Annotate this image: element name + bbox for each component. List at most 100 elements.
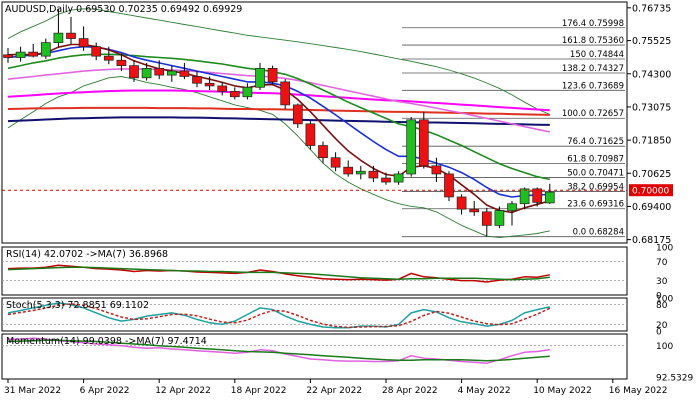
x-tick-label: 4 May 2022 bbox=[458, 386, 511, 396]
y-tick-label: 0.70625 bbox=[632, 169, 671, 180]
moving-average-line bbox=[7, 116, 550, 126]
candle-bearish bbox=[481, 211, 492, 226]
candle-bullish bbox=[507, 203, 517, 211]
candle-bearish bbox=[229, 91, 240, 98]
candle-bearish bbox=[129, 65, 139, 79]
current-price-label: 0.70000 bbox=[632, 187, 669, 197]
x-tick-label: 18 Apr 2022 bbox=[231, 386, 287, 396]
y-tick-label: 0.68175 bbox=[632, 235, 671, 246]
y-tick-label: 0.75525 bbox=[632, 36, 671, 47]
fib-level-label: 123.6 0.73689 bbox=[562, 81, 624, 91]
candle-bearish bbox=[456, 196, 467, 210]
x-tick-label: 31 Mar 2022 bbox=[4, 386, 61, 396]
fib-level-label: 150 0.74844 bbox=[570, 50, 624, 60]
x-tick-label: 6 Apr 2022 bbox=[80, 386, 130, 396]
momentum-panel-series-line bbox=[7, 339, 550, 362]
x-tick-label: 10 May 2022 bbox=[533, 386, 592, 396]
candle-bearish bbox=[305, 123, 316, 146]
rsi-panel-frame bbox=[1, 246, 628, 296]
fib-level-label: 61.8 0.70987 bbox=[567, 154, 624, 164]
momentum-panel: 100 92.5329 Momentum(14) 99.0398 ->MA(7) 9… bbox=[1, 333, 693, 383]
stochastic-panel-y-tick-label: 80 bbox=[656, 301, 668, 311]
candle-bullish bbox=[53, 32, 64, 43]
candle-bullish bbox=[406, 119, 417, 175]
fib-level-label: 0.0 0.68284 bbox=[573, 228, 624, 238]
x-tick-label: 12 Apr 2022 bbox=[155, 386, 211, 396]
rsi-panel-y-tick-label: 0 bbox=[656, 292, 662, 302]
candle-bullish bbox=[355, 170, 366, 175]
candle-bullish bbox=[141, 67, 152, 79]
rsi-panel-title: RSI(14) 42.0702 ->MA(7) 36.8968 bbox=[6, 249, 168, 260]
candle-bearish bbox=[204, 82, 215, 87]
rsi-panel-y-tick-label: 30 bbox=[656, 277, 668, 287]
candle-bearish bbox=[292, 104, 303, 125]
fib-level-label: 50.0 0.70471 bbox=[567, 168, 624, 178]
stochastic-panel-y-tick-label: 100 bbox=[656, 295, 673, 305]
candle-bullish bbox=[15, 51, 26, 58]
candle-bearish bbox=[381, 177, 391, 183]
candle-bearish bbox=[444, 173, 454, 198]
candle-bearish bbox=[343, 166, 354, 175]
y-tick-label: 0.74300 bbox=[632, 69, 671, 80]
candle-bearish bbox=[217, 85, 228, 92]
candle-bullish bbox=[494, 210, 505, 226]
price-panel: 176.4 0.75998 161.8 0.75360 150 0.74844 138… bbox=[1, 1, 673, 246]
momentum-panel-y-tick-label: 100 bbox=[656, 342, 673, 352]
fib-level-label: 176.4 0.75998 bbox=[562, 19, 624, 29]
candle-bearish bbox=[179, 70, 190, 77]
momentum-panel-frame bbox=[1, 333, 628, 380]
candle-bearish bbox=[267, 67, 278, 83]
y-tick-label: 0.73075 bbox=[632, 102, 671, 113]
candle-bearish bbox=[3, 54, 13, 58]
candle-bullish bbox=[544, 191, 555, 204]
y-tick-label: 0.71850 bbox=[632, 136, 671, 147]
candle-bullish bbox=[255, 67, 265, 88]
rsi-panel-series-line bbox=[7, 266, 550, 281]
stochastic-panel-frame bbox=[1, 297, 628, 332]
candle-bearish bbox=[280, 81, 291, 106]
candle-bearish bbox=[330, 157, 341, 168]
candle-bearish bbox=[28, 51, 39, 57]
candle-bullish bbox=[519, 188, 530, 205]
moving-average-line bbox=[7, 89, 550, 112]
candle-bullish bbox=[40, 42, 51, 57]
candle-bearish bbox=[368, 170, 379, 179]
candle-bearish bbox=[469, 208, 480, 213]
price-title: AUDUSD,Daily 0.69530 0.70235 0.69492 0.6… bbox=[5, 4, 242, 15]
y-tick-label: 0.76735 bbox=[632, 3, 671, 14]
candle-bearish bbox=[116, 59, 127, 66]
candle-bullish bbox=[393, 173, 404, 183]
fib-level-label: 38.2 0.69954 bbox=[567, 182, 624, 192]
candle-bearish bbox=[103, 55, 114, 61]
y-tick-label: 0.69400 bbox=[632, 202, 671, 213]
candle-bearish bbox=[318, 145, 328, 159]
candle-bearish bbox=[431, 165, 442, 175]
fib-level-label: 23.6 0.69316 bbox=[567, 200, 624, 210]
stochastic-panel-y-tick-label: 0 bbox=[656, 328, 662, 338]
candle-bearish bbox=[78, 38, 89, 48]
candle-bullish bbox=[242, 86, 253, 98]
fib-level-label: 100.0 0.72657 bbox=[562, 109, 624, 119]
bollinger-upper-line bbox=[7, 8, 550, 115]
current-price-tag bbox=[629, 184, 673, 197]
x-tick-label: 16 May 2022 bbox=[609, 386, 668, 396]
candle-bearish bbox=[192, 76, 202, 84]
candle-bearish bbox=[154, 67, 165, 76]
stochastic-panel-y-tick-label: 20 bbox=[656, 321, 668, 331]
stochastic-panel-series-line bbox=[7, 302, 550, 329]
stochastic-panel-title: Stoch(5,3,3) 72.8851 69.1102 bbox=[6, 300, 149, 311]
rsi-panel-y-tick-label: 100 bbox=[656, 244, 673, 254]
fib-level-label: 161.8 0.75360 bbox=[562, 36, 624, 46]
price-panel-frame bbox=[1, 1, 628, 244]
x-tick-label: 22 Apr 2022 bbox=[306, 386, 362, 396]
momentum-panel-y-tick-label: 92.5329 bbox=[656, 373, 693, 383]
x-axis: 31 Mar 2022 6 Apr 2022 12 Apr 2022 18 Apr 2… bbox=[4, 379, 667, 396]
momentum-panel-title: Momentum(14) 99.0398 ->MA(7) 97.4714 bbox=[6, 336, 207, 347]
candle-bullish bbox=[166, 70, 177, 76]
fib-level-label: 138.2 0.74327 bbox=[562, 64, 624, 74]
candle-bearish bbox=[91, 46, 102, 57]
candle-bearish bbox=[532, 188, 543, 203]
